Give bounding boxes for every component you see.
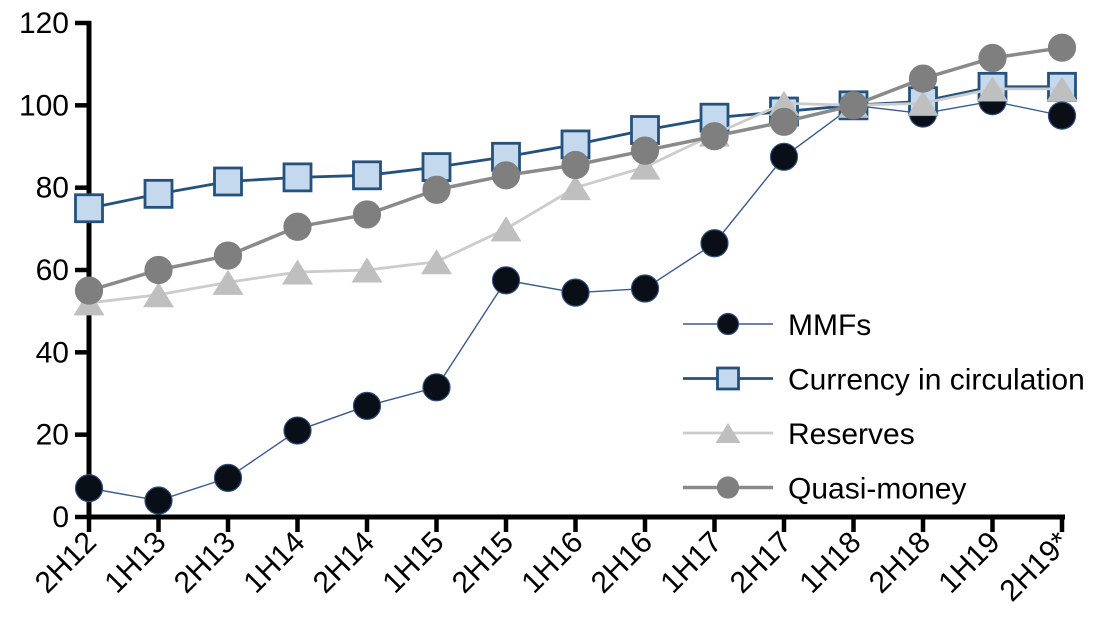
data-point-marker: [213, 166, 243, 197]
legend-item: Reserves: [683, 418, 915, 451]
x-axis-label: 2H16: [585, 526, 659, 600]
data-point-marker: [978, 43, 1007, 73]
data-point-marker: [1047, 101, 1077, 130]
data-point-marker: [144, 255, 173, 285]
data-point-marker: [907, 90, 939, 116]
data-point-marker: [352, 200, 382, 229]
data-point-marker: [839, 91, 868, 120]
x-axis-label: 2H15: [446, 526, 520, 600]
data-point-marker: [769, 142, 799, 171]
x-axis-label: 2H19*: [994, 525, 1077, 608]
y-axis-label: 80: [36, 172, 69, 205]
series-quasi-money: [74, 33, 1077, 305]
data-point-marker: [491, 266, 521, 295]
data-point-marker: [144, 486, 173, 515]
y-axis-label: 40: [36, 336, 69, 369]
legend-item: MMFs: [683, 309, 871, 342]
data-point-marker: [212, 269, 244, 295]
legend-item: Currency in circulation: [683, 364, 1085, 397]
data-point-marker: [1047, 33, 1077, 62]
data-point-marker: [422, 373, 451, 402]
y-axis-label: 100: [19, 89, 69, 122]
data-point-marker: [908, 64, 938, 93]
legend: MMFs Currency in circulation Reserves Quasi…: [683, 309, 1085, 506]
data-point-marker: [630, 274, 660, 303]
data-point-marker: [630, 136, 660, 165]
data-point-marker: [352, 391, 382, 420]
x-axis-label: 2H17: [724, 526, 798, 600]
data-point-marker: [1046, 76, 1078, 102]
data-point-marker: [283, 416, 312, 445]
data-point-marker: [490, 216, 522, 242]
data-point-marker: [213, 241, 243, 270]
x-axis-label: 2H18: [863, 526, 937, 600]
legend-marker: [716, 476, 740, 499]
data-point-marker: [977, 76, 1008, 102]
data-point-marker: [74, 276, 104, 305]
data-point-marker: [491, 161, 521, 190]
legend-label: Currency in circulation: [788, 364, 1085, 397]
x-axis-label: 1H18: [793, 526, 867, 600]
x-axis-label: 2H12: [29, 526, 103, 600]
data-point-marker: [143, 282, 174, 308]
data-point-marker: [421, 249, 452, 275]
legend-item: Quasi-money: [683, 473, 966, 506]
data-point-marker: [282, 162, 313, 193]
data-point-marker: [700, 122, 729, 151]
data-point-marker: [282, 259, 313, 285]
data-point-marker: [351, 257, 383, 283]
data-point-marker: [629, 154, 661, 180]
data-point-marker: [561, 278, 590, 307]
data-point-marker: [561, 150, 590, 180]
data-point-marker: [74, 193, 104, 224]
data-point-marker: [74, 474, 104, 503]
data-point-marker: [560, 175, 591, 201]
data-point-marker: [422, 175, 451, 204]
y-axis-label: 0: [52, 501, 69, 534]
legend-label: Quasi-money: [788, 473, 966, 506]
x-axis-label: 1H16: [515, 526, 589, 600]
x-axis-label: 2H13: [168, 526, 242, 600]
y-axis-label: 20: [36, 419, 69, 452]
x-axis-label: 1H13: [98, 526, 172, 600]
data-point-marker: [769, 107, 799, 136]
data-point-marker: [768, 90, 800, 116]
data-point-marker: [352, 160, 382, 191]
data-point-marker: [283, 212, 312, 241]
data-point-marker: [700, 229, 729, 258]
data-point-marker: [143, 178, 174, 209]
legend-marker: [716, 366, 740, 391]
data-point-marker: [213, 463, 243, 492]
legend-label: MMFs: [788, 309, 871, 342]
x-axis-label: 1H15: [376, 526, 450, 600]
x-axis-label: 1H14: [237, 526, 311, 600]
x-axis-label: 1H17: [654, 526, 728, 600]
y-axis-label: 120: [19, 7, 69, 40]
legend-label: Reserves: [788, 418, 915, 451]
series-mmfs: [74, 87, 1077, 515]
legend-marker: [716, 312, 740, 336]
y-axis-label: 60: [36, 254, 69, 287]
legend-marker: [715, 423, 741, 443]
x-axis-label: 2H14: [307, 526, 381, 600]
x-axis-label: 1H19: [932, 526, 1006, 600]
